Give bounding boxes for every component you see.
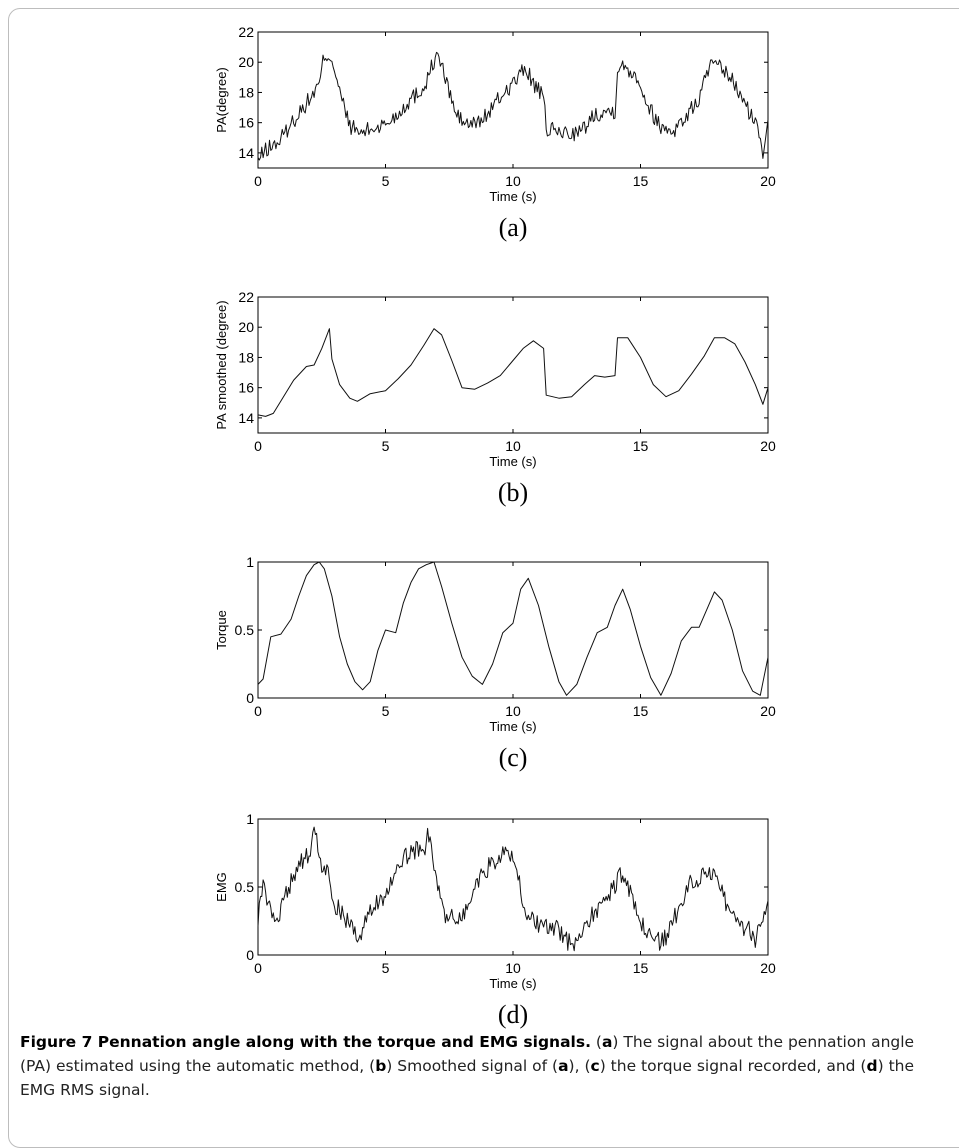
x-tick-label: 5 — [382, 703, 390, 719]
y-tick-label: 1 — [246, 811, 254, 827]
figure-caption: Figure 7 Pennation angle along with the … — [20, 1030, 950, 1102]
x-tick-label: 5 — [382, 960, 390, 976]
caption-panel-ref: b — [375, 1057, 387, 1075]
caption-body: (a) The signal about the pennation angle… — [20, 1033, 914, 1099]
chart-panel-a: 0 5 10 15 20 14 16 18 20 22 Time (s) PA(degree) (a) — [214, 24, 776, 242]
y-axis-label: PA(degree) — [214, 67, 229, 133]
x-tick-label: 15 — [633, 960, 649, 976]
y-tick-label: 22 — [238, 24, 254, 40]
y-tick-label: 20 — [238, 54, 254, 70]
x-tick-label: 0 — [254, 960, 262, 976]
series-line — [257, 561, 769, 696]
x-tick-label: 10 — [505, 703, 521, 719]
x-axis-label: Time (s) — [489, 189, 536, 204]
y-tick-label: 14 — [238, 145, 254, 161]
x-tick-label: 10 — [505, 960, 521, 976]
chart-panel-d: 0 5 10 15 20 0 0.5 1 Time (s) EMG (d) — [214, 811, 776, 1029]
caption-panel-ref: d — [866, 1057, 878, 1075]
y-axis-label: PA smoothed (degree) — [214, 300, 229, 429]
x-tick-label: 20 — [760, 173, 776, 189]
y-tick-label: 0.5 — [235, 622, 255, 638]
x-tick-label: 15 — [633, 173, 649, 189]
x-tick-label: 20 — [760, 703, 776, 719]
y-tick-label: 16 — [238, 380, 254, 396]
x-axis-label: Time (s) — [489, 719, 536, 734]
series-line — [257, 51, 769, 161]
axes-frame — [257, 818, 769, 956]
series-line — [257, 328, 769, 417]
caption-panel-ref: c — [590, 1057, 600, 1075]
caption-text: ) the EMG RMS signal. — [20, 1057, 915, 1099]
y-tick-label: 20 — [238, 319, 254, 335]
chart-panel-c: 0 5 10 15 20 0 0.5 1 Time (s) Torque (c) — [214, 554, 776, 772]
x-tick-label: 0 — [254, 703, 262, 719]
y-tick-label: 14 — [238, 410, 254, 426]
panel-label: (a) — [499, 213, 528, 242]
x-tick-label: 10 — [505, 173, 521, 189]
x-tick-label: 15 — [633, 703, 649, 719]
caption-panel-ref: a — [601, 1033, 613, 1051]
axes-frame — [257, 296, 769, 434]
y-tick-label: 18 — [238, 349, 254, 365]
panel-label: (c) — [499, 743, 528, 772]
y-tick-label: 18 — [238, 84, 254, 100]
x-tick-label: 15 — [633, 438, 649, 454]
x-axis-label: Time (s) — [489, 976, 536, 991]
x-tick-label: 5 — [382, 173, 390, 189]
caption-text: ) The signal about the pennation angle (… — [20, 1033, 915, 1075]
y-tick-label: 16 — [238, 115, 254, 131]
x-tick-label: 0 — [254, 173, 262, 189]
x-tick-label: 10 — [505, 438, 521, 454]
axes-frame — [257, 561, 769, 699]
caption-text: ), ( — [568, 1057, 591, 1075]
y-tick-label: 1 — [246, 554, 254, 570]
caption-text: ) the torque signal recorded, and ( — [599, 1057, 867, 1075]
caption-title: Figure 7 Pennation angle along with the … — [20, 1033, 591, 1051]
axes-frame — [257, 31, 769, 169]
chart-panel-b: 0 5 10 15 20 14 16 18 20 22 Time (s) PA smoothed (d… — [214, 289, 776, 507]
series-line — [257, 826, 769, 952]
x-tick-label: 20 — [760, 960, 776, 976]
y-axis-label: EMG — [214, 872, 229, 902]
y-axis-label: Torque — [214, 610, 229, 650]
y-tick-label: 0.5 — [235, 879, 255, 895]
x-tick-label: 20 — [760, 438, 776, 454]
y-tick-label: 0 — [246, 690, 254, 706]
caption-text: ) Smoothed signal of ( — [386, 1057, 559, 1075]
x-axis-label: Time (s) — [489, 454, 536, 469]
caption-panel-ref: a — [558, 1057, 569, 1075]
panel-label: (b) — [498, 478, 528, 507]
caption-text: ( — [590, 1033, 602, 1051]
x-tick-label: 0 — [254, 438, 262, 454]
y-tick-label: 0 — [246, 947, 254, 963]
y-tick-label: 22 — [238, 289, 254, 305]
panel-label: (d) — [498, 1000, 528, 1029]
x-tick-label: 5 — [382, 438, 390, 454]
